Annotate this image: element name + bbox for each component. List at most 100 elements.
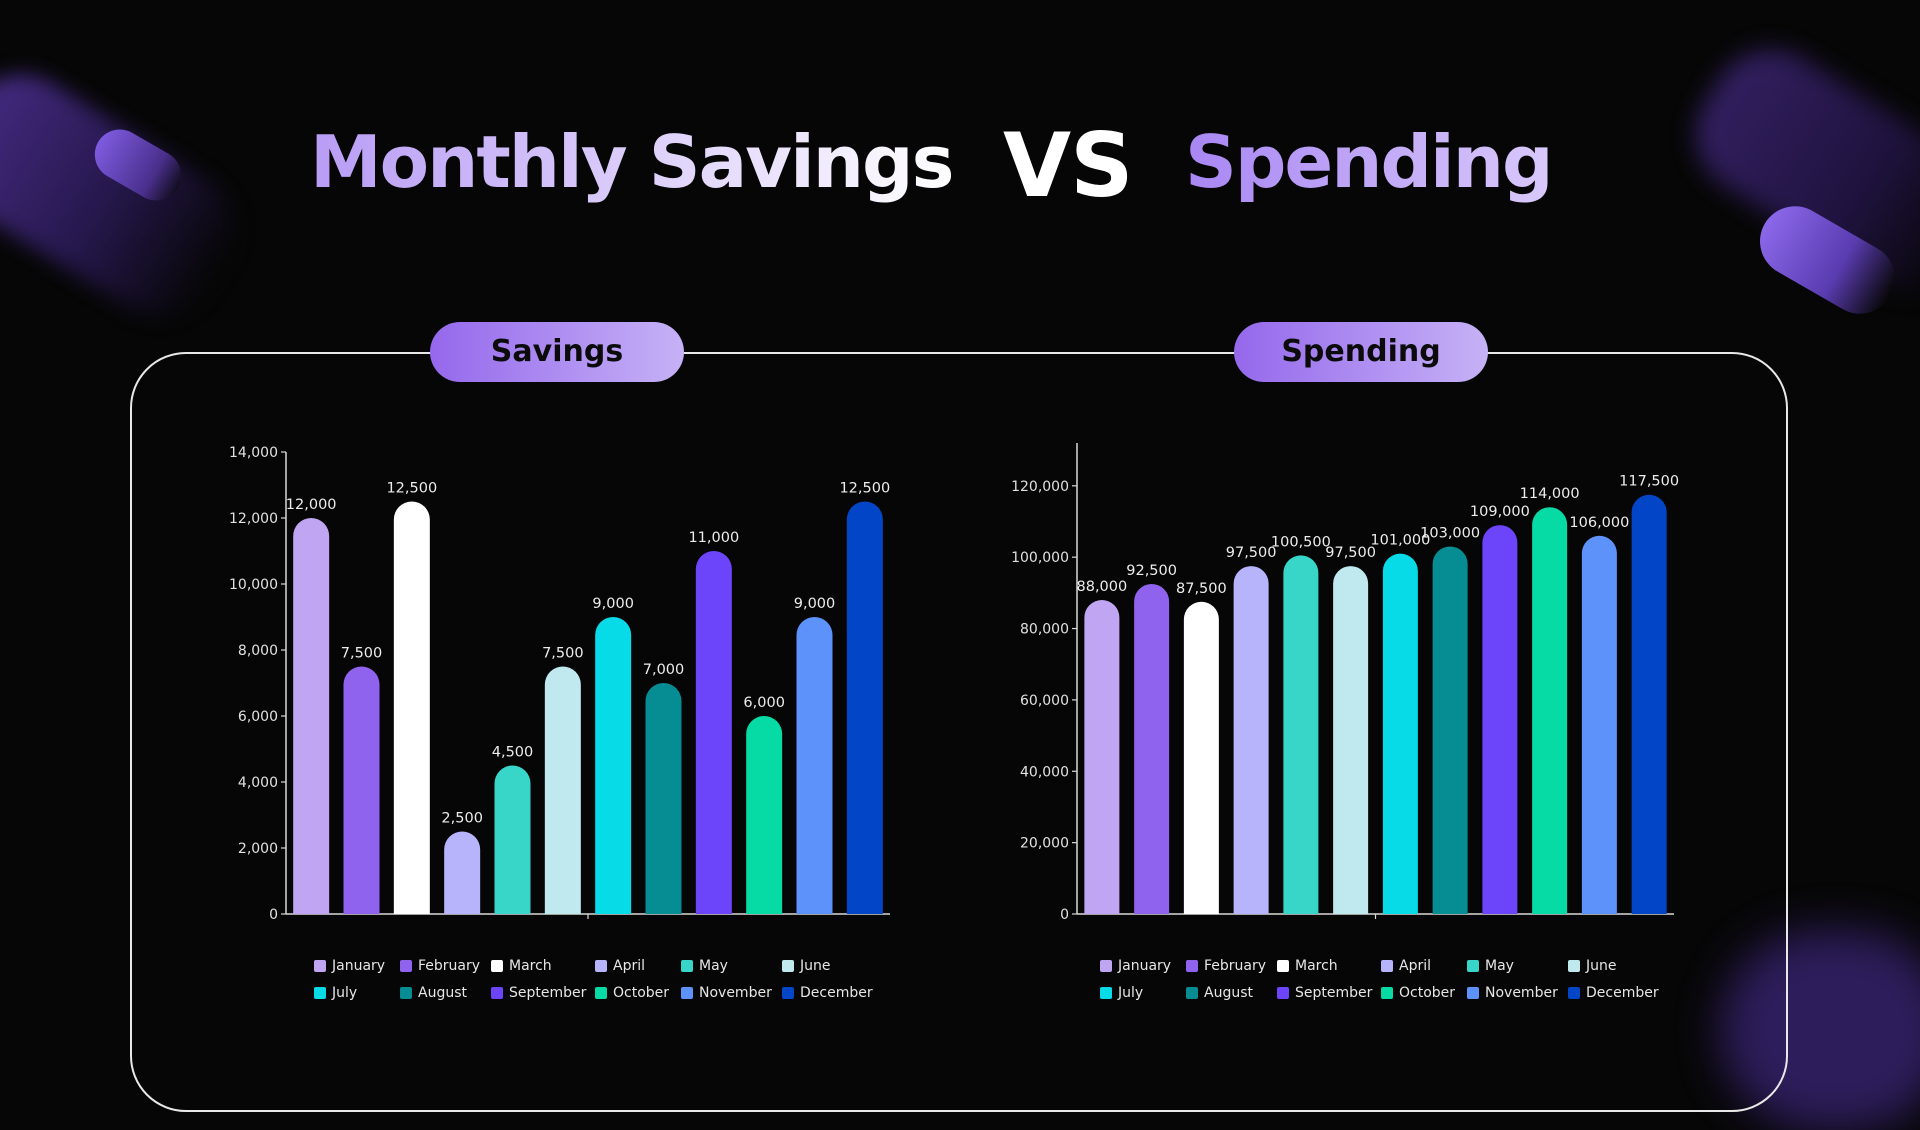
bar-june bbox=[1333, 566, 1369, 914]
data-label-july: 101,000 bbox=[1370, 533, 1430, 549]
data-label-october: 114,000 bbox=[1520, 486, 1580, 502]
legend-swatch bbox=[782, 987, 794, 999]
data-label-november: 9,000 bbox=[794, 596, 836, 612]
bar-november bbox=[796, 617, 833, 914]
y-tick-label: 80,000 bbox=[1020, 622, 1069, 638]
legend-swatch bbox=[1100, 987, 1112, 999]
bar-august bbox=[645, 683, 682, 914]
legend-swatch bbox=[1467, 960, 1479, 972]
legend-swatch bbox=[1277, 987, 1289, 999]
bar-january bbox=[293, 518, 330, 914]
y-tick-label: 20,000 bbox=[1020, 836, 1069, 852]
legend-swatch bbox=[314, 960, 326, 972]
legend-label: April bbox=[613, 958, 645, 974]
legend-swatch bbox=[491, 960, 503, 972]
y-tick-label: 10,000 bbox=[229, 577, 278, 593]
legend-swatch bbox=[1381, 987, 1393, 999]
legend-label: March bbox=[1295, 958, 1338, 974]
legend-label: October bbox=[1399, 985, 1456, 1001]
spending-bar-chart: 0 20,000 40,000 60,000 80,000 100,000 120,000 8… bbox=[1011, 443, 1679, 923]
data-label-march: 87,500 bbox=[1176, 581, 1227, 597]
data-label-april: 2,500 bbox=[441, 811, 483, 827]
y-tick-label: 14,000 bbox=[229, 445, 278, 461]
legend-swatch bbox=[1467, 987, 1479, 999]
savings-legend: January February March April May June July Augu… bbox=[314, 957, 914, 1005]
y-tick-label: 6,000 bbox=[238, 709, 278, 725]
savings-bar-chart: 0 2,000 4,000 6,000 8,000 10,000 12,000 14,000 1… bbox=[229, 445, 890, 923]
legend-label: January bbox=[1118, 958, 1172, 974]
bar-october bbox=[746, 716, 783, 914]
data-label-june: 7,500 bbox=[542, 646, 584, 662]
data-label-august: 103,000 bbox=[1420, 525, 1480, 541]
legend-swatch bbox=[314, 987, 326, 999]
y-tick-label: 60,000 bbox=[1020, 693, 1069, 709]
legend-label: September bbox=[509, 985, 587, 1001]
bar-september bbox=[1482, 525, 1518, 914]
bar-december bbox=[1631, 494, 1667, 914]
legend-swatch bbox=[1568, 960, 1580, 972]
legend-label: November bbox=[1485, 985, 1558, 1001]
bar-february bbox=[343, 666, 380, 914]
legend-swatch bbox=[1277, 960, 1289, 972]
bar-april bbox=[444, 831, 481, 914]
legend-label: May bbox=[1485, 958, 1514, 974]
data-label-march: 12,500 bbox=[386, 481, 437, 497]
data-label-january: 12,000 bbox=[286, 497, 337, 513]
bar-august bbox=[1432, 546, 1468, 914]
data-label-may: 100,500 bbox=[1271, 534, 1331, 550]
legend-swatch bbox=[1100, 960, 1112, 972]
legend-swatch bbox=[400, 960, 412, 972]
legend-swatch bbox=[491, 987, 503, 999]
data-label-september: 11,000 bbox=[688, 530, 739, 546]
legend-swatch bbox=[1186, 960, 1198, 972]
y-tick-label: 0 bbox=[1060, 907, 1069, 923]
data-label-december: 117,500 bbox=[1619, 474, 1679, 490]
data-label-july: 9,000 bbox=[592, 596, 634, 612]
data-label-february: 92,500 bbox=[1126, 563, 1177, 579]
data-label-november: 106,000 bbox=[1569, 515, 1629, 531]
y-tick-label: 120,000 bbox=[1011, 479, 1069, 495]
legend-label: March bbox=[509, 958, 552, 974]
y-tick-label: 0 bbox=[269, 907, 278, 923]
legend-label: August bbox=[1204, 985, 1253, 1001]
y-tick-label: 12,000 bbox=[229, 511, 278, 527]
y-tick-label: 2,000 bbox=[238, 841, 278, 857]
bar-october bbox=[1532, 507, 1568, 914]
legend-swatch bbox=[1381, 960, 1393, 972]
data-label-september: 109,000 bbox=[1470, 504, 1530, 520]
data-label-february: 7,500 bbox=[341, 646, 383, 662]
data-label-may: 4,500 bbox=[492, 745, 534, 761]
data-label-january: 88,000 bbox=[1077, 579, 1128, 595]
bar-september bbox=[695, 551, 732, 914]
legend-label: June bbox=[800, 958, 831, 974]
bar-february bbox=[1134, 583, 1170, 914]
bar-november bbox=[1581, 535, 1617, 914]
bar-april bbox=[1233, 566, 1269, 914]
legend-swatch bbox=[681, 960, 693, 972]
savings-header-pill: Savings bbox=[430, 322, 684, 382]
y-tick-label: 100,000 bbox=[1011, 550, 1069, 566]
legend-swatch bbox=[1186, 987, 1198, 999]
legend-label: April bbox=[1399, 958, 1431, 974]
y-tick-label: 4,000 bbox=[238, 775, 278, 791]
spending-legend: January February March April May June July Augu… bbox=[1100, 957, 1700, 1005]
y-tick-label: 8,000 bbox=[238, 643, 278, 659]
legend-label: October bbox=[613, 985, 670, 1001]
legend-label: November bbox=[699, 985, 772, 1001]
legend-label: February bbox=[418, 958, 481, 974]
legend-label: December bbox=[1586, 985, 1659, 1001]
legend-label: January bbox=[332, 958, 386, 974]
legend-swatch bbox=[1568, 987, 1580, 999]
legend-label: July bbox=[332, 985, 358, 1001]
bar-may bbox=[1283, 555, 1319, 914]
data-label-august: 7,000 bbox=[643, 662, 685, 678]
data-label-june: 97,500 bbox=[1325, 545, 1376, 561]
bar-january bbox=[1084, 600, 1120, 914]
legend-label: August bbox=[418, 985, 467, 1001]
title-monthly-savings: Monthly Savings bbox=[310, 120, 954, 204]
page-title: Monthly Savings VS Spending bbox=[0, 114, 1920, 230]
bar-july bbox=[1382, 553, 1418, 914]
data-label-april: 97,500 bbox=[1226, 545, 1277, 561]
legend-swatch bbox=[782, 960, 794, 972]
bar-may bbox=[494, 765, 531, 914]
